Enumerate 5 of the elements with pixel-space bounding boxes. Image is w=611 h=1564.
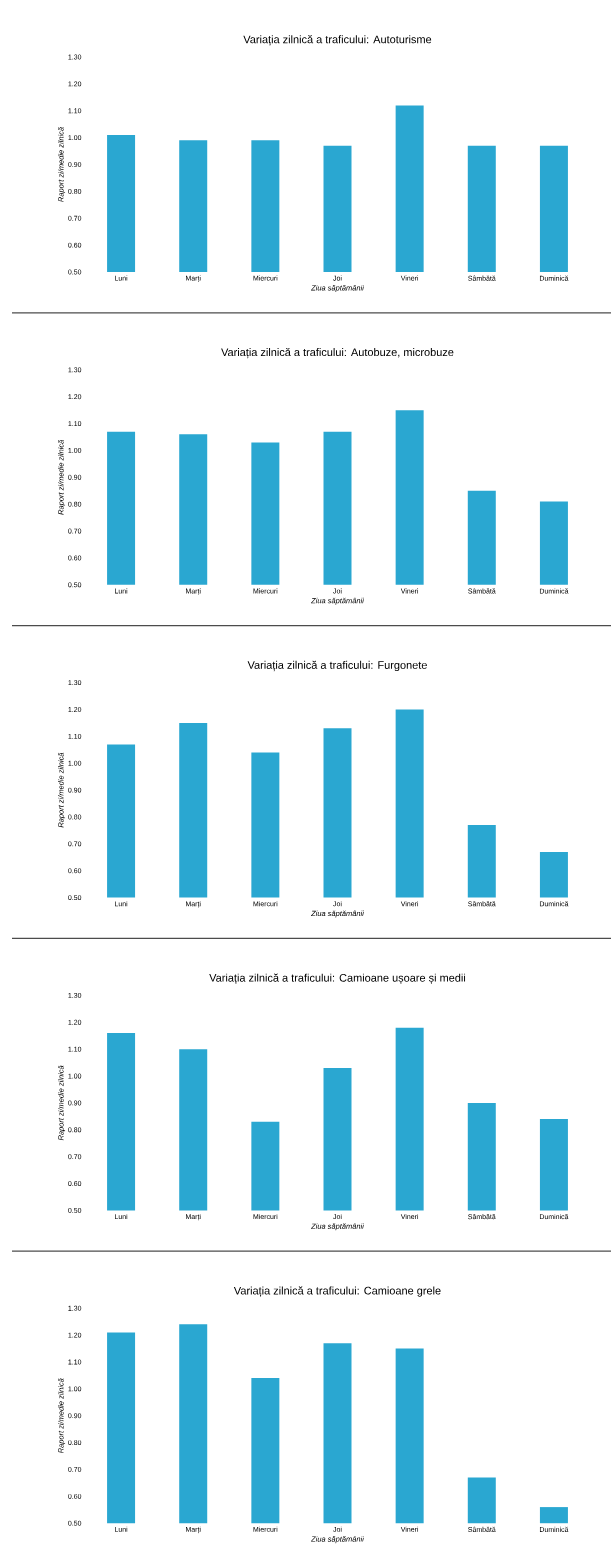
chart-title: Variația zilnică a traficului: Camioane ușoare și medii [209, 973, 466, 984]
chart-title: Variația zilnică a traficului: Autobuze, microbuze [221, 347, 454, 359]
chart-title: Variația zilnică a traficului: Furgonete [247, 660, 427, 672]
chart-title: Variația zilnică a traficului: Autoturisme [243, 35, 432, 46]
chart-title: Variația zilnică a traficului: Camioane grele [233, 1286, 441, 1297]
